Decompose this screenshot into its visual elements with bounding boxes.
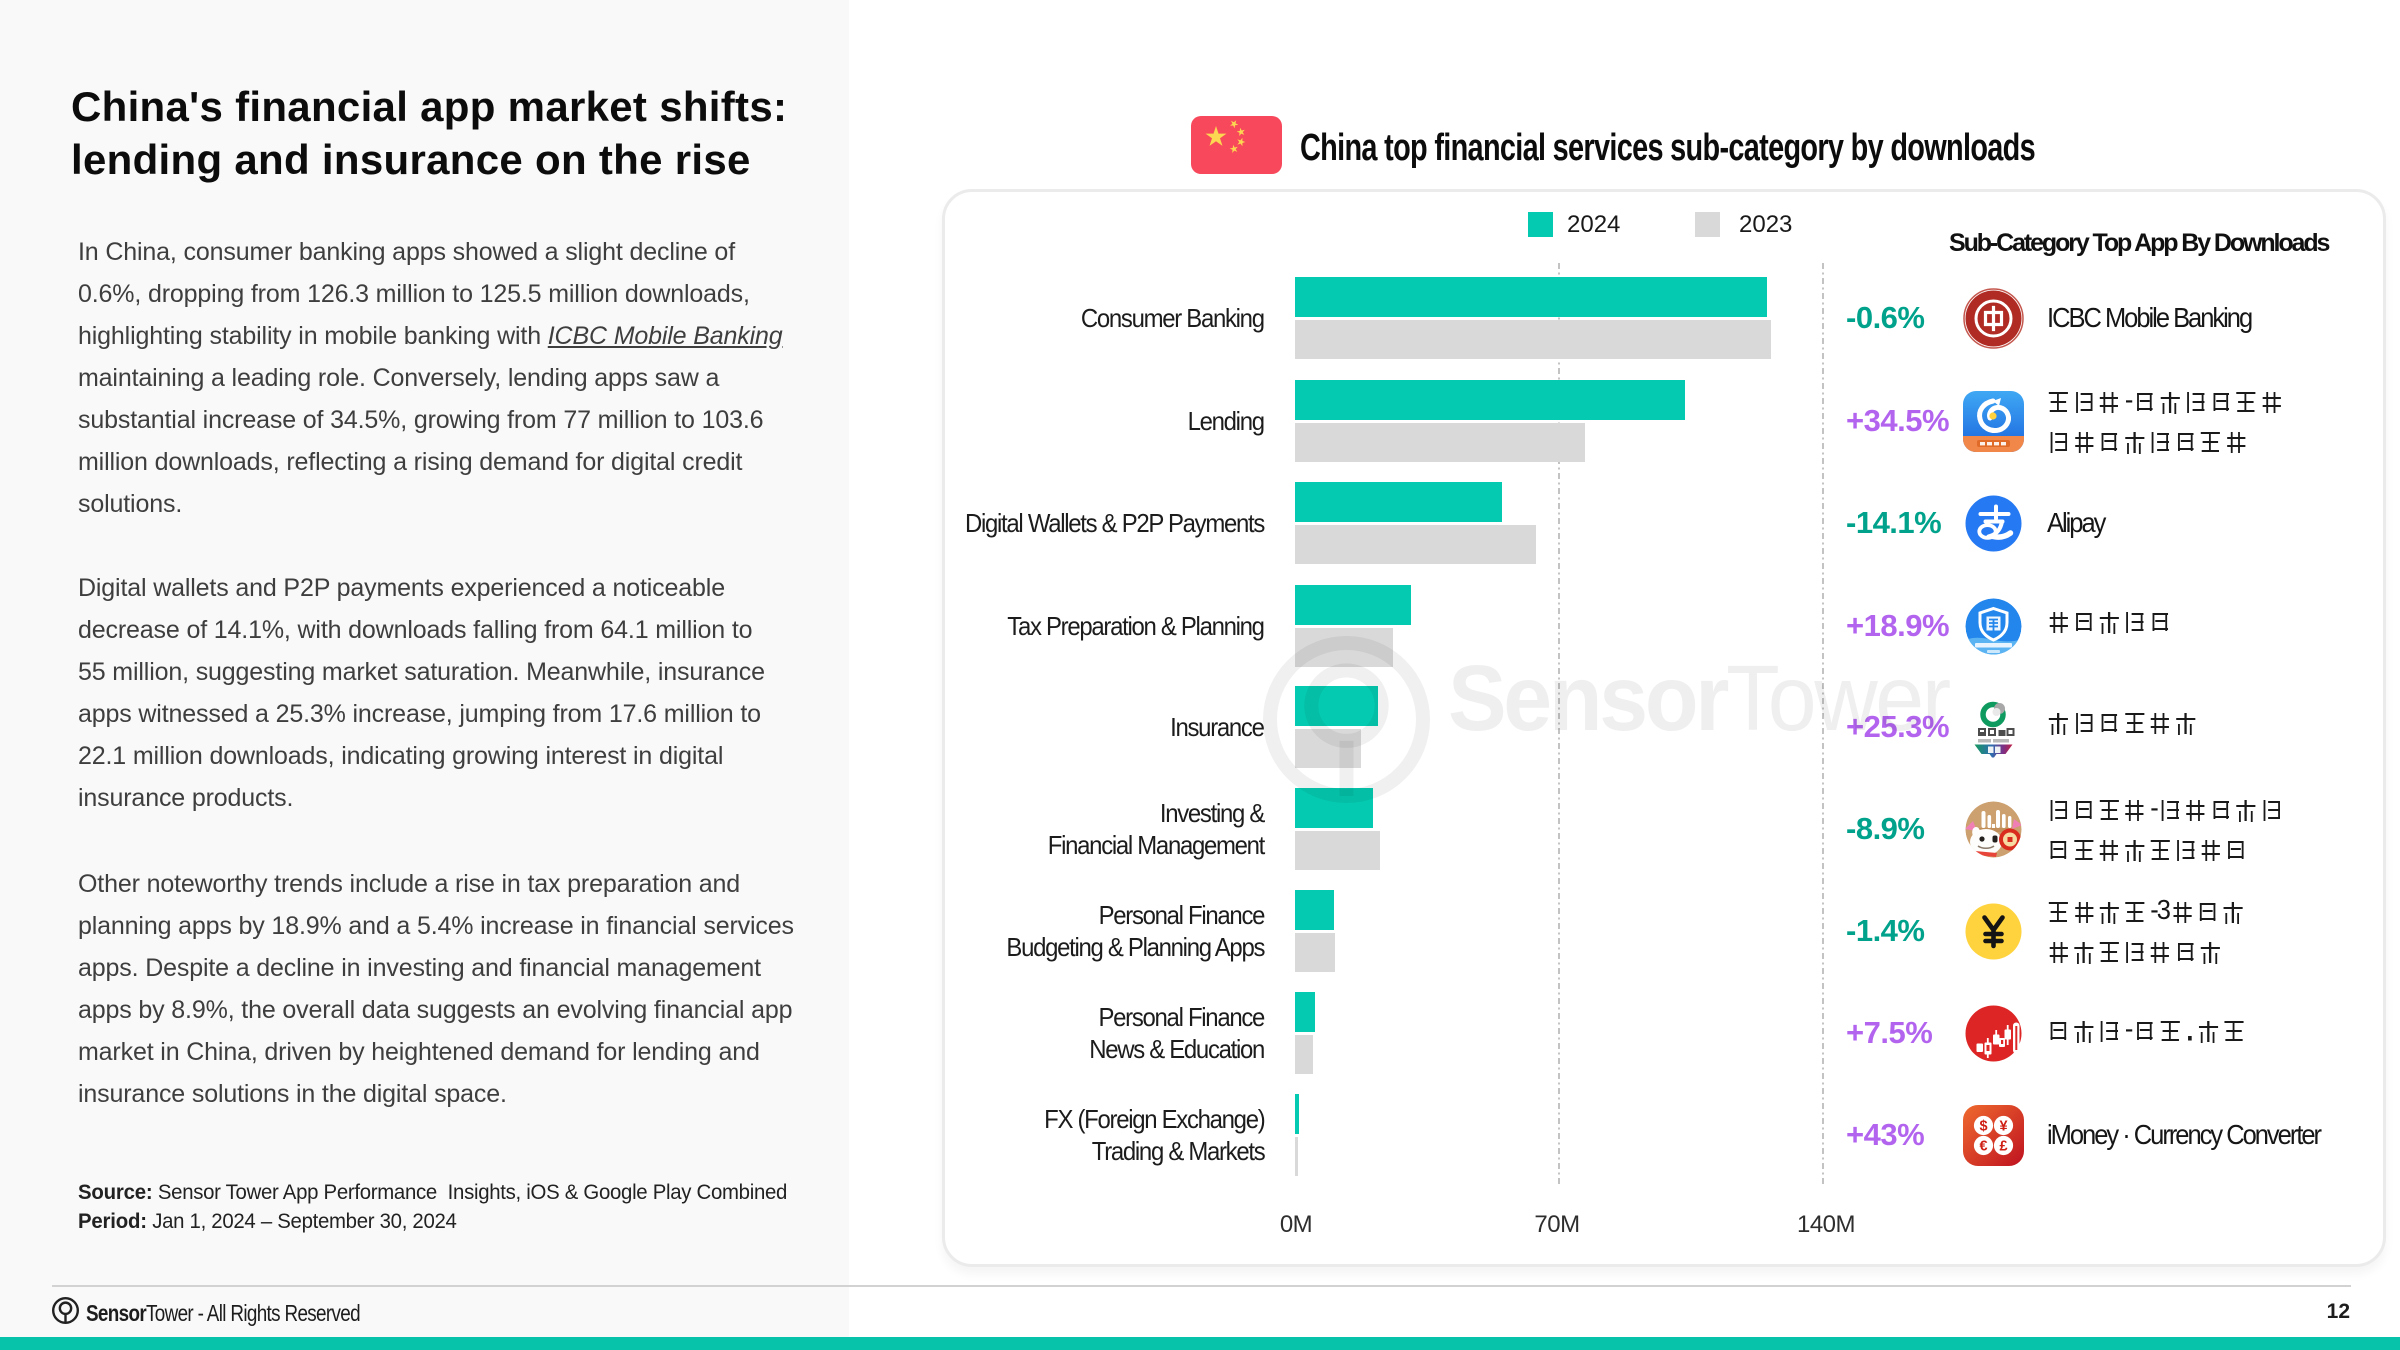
svg-text:$: $	[1979, 1119, 1987, 1135]
svg-text:¥: ¥	[1999, 1119, 2007, 1135]
svg-text:£: £	[1999, 1139, 2007, 1155]
svg-text:€: €	[1979, 1139, 1987, 1155]
